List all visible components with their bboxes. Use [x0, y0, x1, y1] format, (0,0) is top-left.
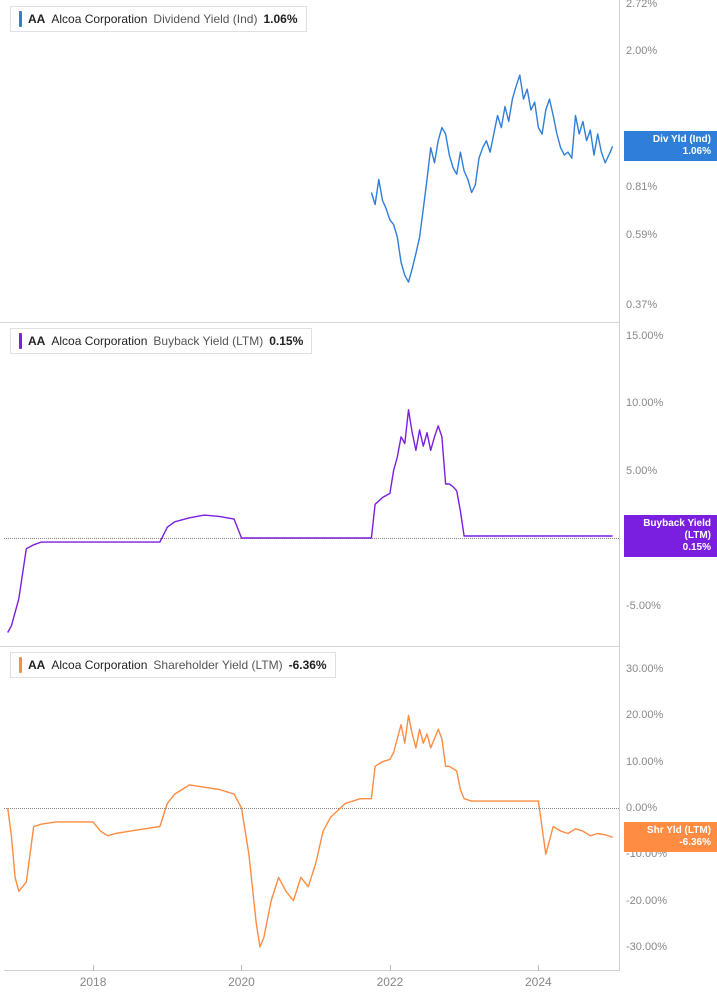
y-tick-label: 0.37% — [626, 299, 657, 311]
value-flag: Div Yld (Ind)1.06% — [624, 131, 717, 161]
y-tick-label: 2.72% — [626, 0, 657, 10]
chart-panel-buyback_yield: AAAlcoa CorporationBuyback Yield (LTM)0.… — [0, 322, 717, 646]
panel-divider — [0, 322, 620, 323]
legend-ticker: AA — [28, 334, 45, 348]
y-tick-label: 5.00% — [626, 465, 657, 477]
legend-value: 0.15% — [269, 334, 303, 348]
legend-ticker: AA — [28, 12, 45, 26]
value-flag: Shr Yld (LTM)-6.36% — [624, 822, 717, 852]
x-tick-mark — [390, 965, 391, 971]
series-line — [4, 322, 620, 646]
x-tick-mark — [241, 965, 242, 971]
legend-company: Alcoa Corporation — [51, 334, 147, 348]
x-tick-mark — [538, 965, 539, 971]
flag-value: 1.06% — [630, 146, 711, 158]
plot-area[interactable]: AA Alcoa Corporation Buyback Yield (LTM) 0.… — [4, 322, 620, 646]
legend-color-bar — [19, 657, 22, 673]
y-tick-label: -5.00% — [626, 600, 661, 612]
value-flag: Buyback Yield (LTM)0.15% — [624, 515, 717, 557]
plot-area[interactable]: AA Alcoa Corporation Shareholder Yield (LT… — [4, 646, 620, 970]
y-tick-label: 10.00% — [626, 397, 663, 409]
chart-panel-shareholder_yield: AA Alcoa Corporation Shareholder Yield (LT… — [0, 646, 717, 970]
y-axis: -30.00%-20.00%-10.00%0.00%10.00%20.00%30… — [620, 646, 717, 970]
y-tick-label: 30.00% — [626, 663, 663, 675]
y-tick-label: -30.00% — [626, 941, 667, 953]
y-axis: 0.37%0.59%0.81%1.00%2.00%2.72%Div Yld (I… — [620, 0, 717, 322]
y-tick-label: -20.00% — [626, 895, 667, 907]
flag-label: Buyback Yield (LTM) — [630, 518, 711, 542]
legend-color-bar — [19, 333, 22, 349]
legend-ticker: AA — [28, 658, 45, 672]
y-tick-label: 0.59% — [626, 229, 657, 241]
x-tick-mark — [93, 965, 94, 971]
flag-value: -6.36% — [630, 837, 711, 849]
y-axis: -5.00%0.00%5.00%10.00%15.00%Buyback Yiel… — [620, 322, 717, 646]
legend-company: Alcoa Corporation — [51, 658, 147, 672]
legend-box[interactable]: AA Alcoa Corporation Dividend Yield (Ind) 1… — [10, 6, 307, 32]
x-tick-label: 2024 — [525, 975, 552, 989]
legend-metric: Dividend Yield (Ind) — [153, 12, 257, 26]
legend-color-bar — [19, 11, 22, 27]
y-tick-label: 0.81% — [626, 181, 657, 193]
plot-area[interactable]: AA Alcoa Corporation Dividend Yield (Ind) 1… — [4, 0, 620, 322]
legend-box[interactable]: AA Alcoa Corporation Buyback Yield (LTM) 0.… — [10, 328, 312, 354]
y-tick-label: 10.00% — [626, 756, 663, 768]
y-tick-label: 20.00% — [626, 709, 663, 721]
flag-value: 0.15% — [630, 542, 711, 554]
chart-panel-div_yield: AA Alcoa Corporation Dividend Yield (Ind) 1… — [0, 0, 717, 322]
series-line — [4, 0, 620, 322]
y-tick-label: 15.00% — [626, 330, 663, 342]
legend-metric: Buyback Yield (LTM) — [153, 334, 263, 348]
legend-value: 1.06% — [263, 12, 297, 26]
legend-metric: Shareholder Yield (LTM) — [153, 658, 282, 672]
flag-label: Div Yld (Ind) — [630, 134, 711, 146]
legend-company: Alcoa Corporation — [51, 12, 147, 26]
legend-value: -6.36% — [289, 658, 327, 672]
flag-label: Shr Yld (LTM) — [630, 825, 711, 837]
y-tick-label: 0.00% — [626, 802, 657, 814]
panel-divider — [0, 646, 620, 647]
x-tick-label: 2018 — [80, 975, 107, 989]
x-axis: 2018 2020 2022 2024 — [4, 970, 620, 1000]
series-line — [4, 646, 620, 970]
y-tick-label: 2.00% — [626, 45, 657, 57]
x-tick-label: 2022 — [377, 975, 404, 989]
x-tick-label: 2020 — [228, 975, 255, 989]
legend-box[interactable]: AA Alcoa Corporation Shareholder Yield (LT… — [10, 652, 336, 678]
